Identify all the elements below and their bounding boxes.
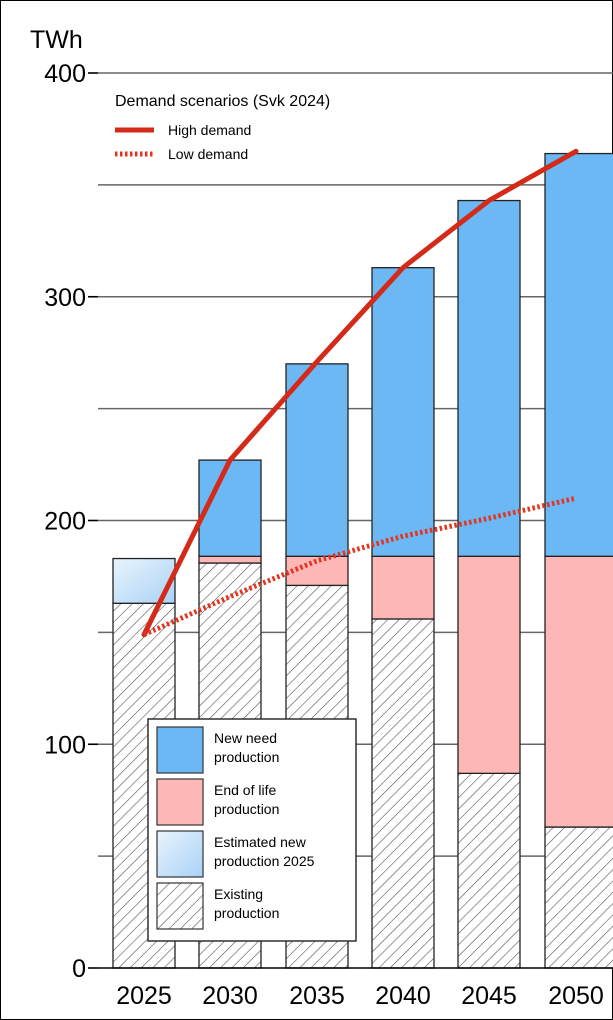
legend-label: Estimated new (214, 834, 307, 850)
line-low-demand (142, 495, 577, 637)
bar-segment-end-of-life-production (457, 555, 521, 774)
bar-segment-new-need-production (544, 152, 613, 557)
y-tick-label: 0 (72, 955, 86, 983)
x-tick-label: 2035 (289, 982, 345, 1010)
y-axis-title: TWh (30, 26, 83, 54)
x-tick-label: 2045 (461, 982, 517, 1010)
y-tick-label: 200 (44, 508, 86, 536)
bar-segment-end-of-life-production (544, 555, 613, 828)
bar-segment-estimated-new-production-2025 (112, 557, 176, 604)
legend-swatch (156, 726, 204, 774)
y-tick-label: 400 (44, 60, 86, 88)
legend-label: production 2025 (214, 853, 315, 869)
legend-label: production (214, 801, 279, 817)
bar-segment-new-need-production (285, 363, 349, 557)
demand-legend-title: Demand scenarios (Svk 2024) (115, 93, 330, 110)
bar-segment-end-of-life-production (285, 555, 349, 587)
y-tick-label: 300 (44, 284, 86, 312)
x-tick-label: 2030 (202, 982, 258, 1010)
legend-label: production (214, 749, 279, 765)
legend-label: New need (214, 730, 277, 746)
legend-label: production (214, 905, 279, 921)
legend-label: End of life (214, 782, 276, 798)
demand-legend-label: High demand (168, 122, 251, 138)
legend-swatch (156, 830, 204, 878)
bar-segment-new-need-production (371, 267, 435, 557)
bar-segment-new-need-production (457, 199, 521, 557)
legend-label: Existing (214, 886, 263, 902)
x-tick-label: 2050 (548, 982, 604, 1010)
line-high-demand (141, 148, 579, 638)
bar-segment-existing-production (371, 618, 435, 969)
x-tick-label: 2025 (116, 982, 172, 1010)
bar-segment-end-of-life-production (371, 555, 435, 620)
y-tick-label: 100 (44, 731, 86, 759)
bar-segment-existing-production (544, 826, 613, 969)
demand-legend-label: Low demand (168, 146, 248, 162)
bar-segment-end-of-life-production (198, 555, 262, 564)
x-tick-label: 2040 (375, 982, 431, 1010)
legend-swatch (156, 778, 204, 826)
legend-swatch (156, 882, 204, 930)
bar-segment-existing-production (457, 772, 521, 969)
